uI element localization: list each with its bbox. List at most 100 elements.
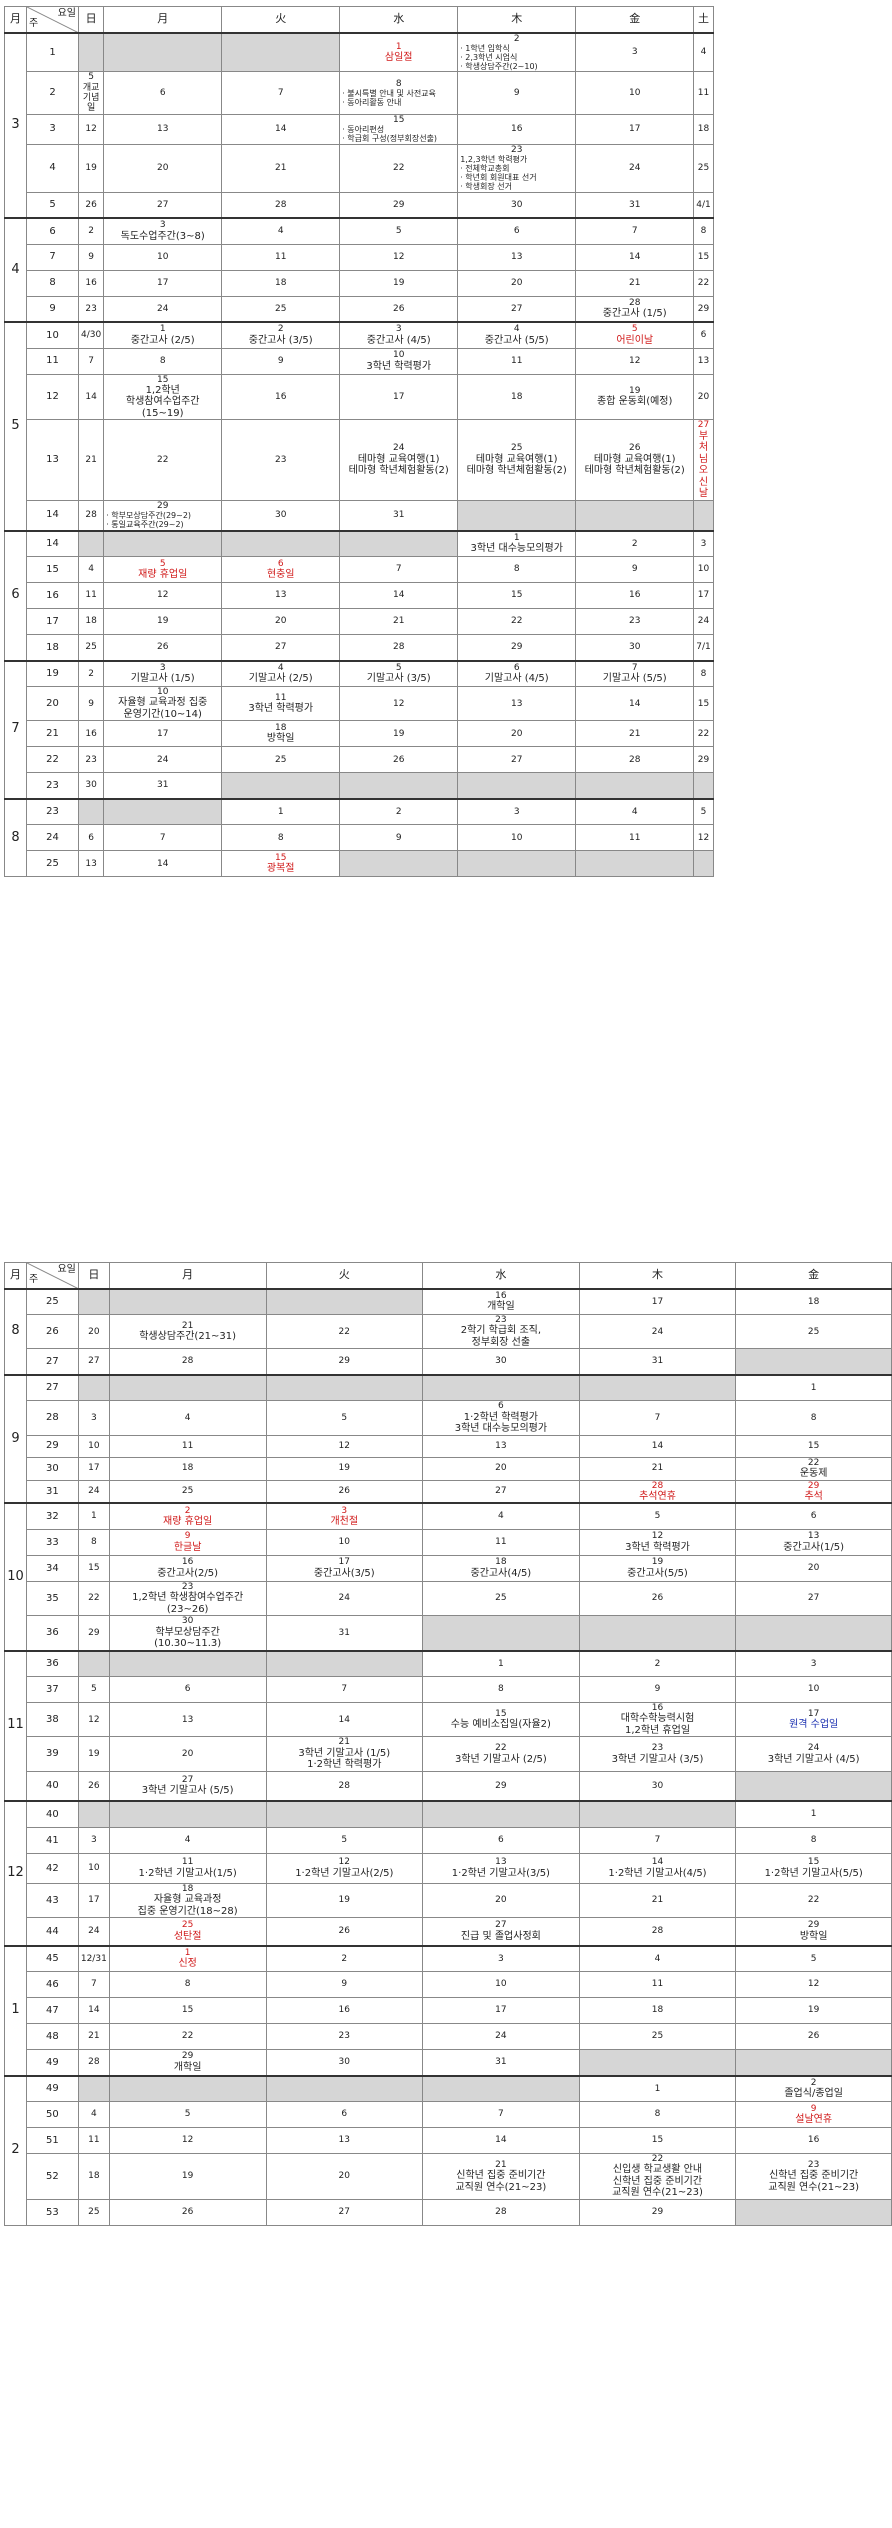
thu-day-cell: 17 bbox=[578, 1287, 737, 1315]
date-number: 27 bbox=[338, 2207, 350, 2218]
week-number: 1 bbox=[26, 31, 79, 73]
mon-day-cell: 24 bbox=[103, 746, 223, 774]
month-cell: 8 bbox=[4, 1287, 27, 1376]
week-number: 30 bbox=[25, 1456, 79, 1481]
event-text: 설날연휴 bbox=[795, 2114, 833, 2126]
sat-day-cell: 6 bbox=[693, 321, 714, 349]
date-number: 4 bbox=[631, 806, 638, 817]
thu-day-cell: 16 대학수학능력시험 1,2학년 휴업일 bbox=[578, 1702, 737, 1738]
thu-day-cell bbox=[578, 2049, 737, 2077]
date-number: 15 bbox=[495, 1708, 507, 1719]
week-number: 12 bbox=[26, 373, 79, 421]
week-number: 29 bbox=[25, 1434, 79, 1458]
event-text: 3학년 학력평가 bbox=[366, 360, 432, 372]
date-number: 29 bbox=[338, 1356, 350, 1367]
mon-day-cell: 6 bbox=[108, 1676, 267, 1704]
sat-day-cell: 3 bbox=[693, 529, 714, 557]
mon-day-cell: 22 bbox=[103, 419, 223, 501]
tue-day-cell: 7 bbox=[265, 1676, 424, 1704]
sat-day-cell: 22 bbox=[693, 269, 714, 297]
mon-day-cell: 31 bbox=[103, 772, 223, 800]
wed-day-cell: 7 bbox=[339, 556, 459, 583]
week-row: 42 10 11 1·2학년 기말고사(1/5) 12 1·2학년 기말고사(2/5) 13… bbox=[5, 1852, 892, 1884]
date-number: 27 bbox=[181, 1775, 194, 1786]
date-number: 12 bbox=[807, 1979, 820, 1990]
wed-day-cell: 29 bbox=[339, 191, 459, 219]
sat-day-cell: 10 bbox=[693, 556, 714, 583]
week-row: 46 7 8 9 10 11 12 bbox=[5, 1971, 892, 1999]
mon-day-cell: 17 bbox=[103, 269, 223, 297]
thu-day-cell: 4 bbox=[578, 1944, 737, 1973]
thu-day-cell: 18 bbox=[457, 373, 577, 421]
mon-day-cell: 13 bbox=[103, 113, 223, 145]
date-number: 4 bbox=[700, 47, 707, 58]
date-number: 7 bbox=[631, 662, 638, 673]
week-row: 20 9 10 자율형 교육과정 집중 운영기간(10~14) 11 3학년 학력평가 12… bbox=[5, 685, 714, 722]
thu-day-cell: 15 bbox=[578, 2127, 737, 2155]
thu-day-cell bbox=[457, 772, 577, 800]
thursday-header: 木 bbox=[578, 1262, 737, 1289]
week-weekday-header: 주 요일 bbox=[25, 1262, 79, 1289]
sunday-cell: 21 bbox=[77, 419, 105, 501]
fri-day-cell: 16 bbox=[575, 582, 695, 609]
date-number: 2 bbox=[395, 806, 402, 817]
week-number: 42 bbox=[25, 1852, 79, 1884]
mon-day-cell: 23 1,2학년 학생참여수업주간 (23~26) bbox=[108, 1580, 267, 1617]
sat-day-cell: 11 bbox=[693, 71, 714, 115]
wed-day-cell: 15 · 동아리편성 · 학급회 구성(정부회장선출) bbox=[339, 113, 459, 145]
date-number: 17 bbox=[807, 1708, 820, 1719]
date-number: 8 bbox=[513, 564, 520, 575]
date-number: 22 bbox=[495, 1743, 507, 1754]
date-number: 15 bbox=[697, 698, 710, 709]
tue-day-cell: 24 bbox=[265, 1580, 424, 1617]
wed-day-cell: 12 bbox=[339, 243, 459, 271]
wed-day-cell: 28 bbox=[339, 634, 459, 661]
event-text: 중간고사 (5/5) bbox=[484, 334, 549, 346]
date-number: 9 bbox=[184, 1531, 191, 1542]
date-number: 1 bbox=[810, 1809, 817, 1820]
wed-day-cell: 20 bbox=[422, 1456, 580, 1481]
event-text: 종합 운동회(예정) bbox=[597, 396, 673, 408]
thu-day-cell: 18 bbox=[578, 1997, 737, 2025]
date-number: 24 bbox=[338, 1593, 350, 1604]
date-number: 16 bbox=[510, 123, 523, 134]
date-number: 29 bbox=[651, 2207, 664, 2218]
date-number: 3 bbox=[631, 47, 638, 58]
mon-day-cell bbox=[103, 797, 223, 826]
week-row: 12 14 15 1,2학년 학생참여수업주간(15~19) 16 17 18 19 종합 운동… bbox=[5, 373, 714, 421]
date-number: 12 bbox=[392, 251, 405, 262]
date-number: 4 bbox=[184, 1835, 191, 1846]
date-number: 18 bbox=[807, 1296, 820, 1307]
sunday-cell: 22 bbox=[77, 1580, 110, 1617]
wed-day-cell: 5 bbox=[339, 217, 459, 245]
week-row: 33 8 9 한글날 10 11 12 3학년 학력평가 13 중간고사(1/5) bbox=[5, 1528, 892, 1556]
date-number: 9 bbox=[341, 1979, 348, 1990]
date-number: 8 bbox=[395, 78, 402, 89]
date-number: 3 bbox=[513, 806, 520, 817]
week-number: 21 bbox=[26, 720, 79, 748]
date-number: 10 bbox=[628, 87, 641, 98]
date-number: 30 bbox=[495, 1356, 507, 1367]
week-number: 14 bbox=[26, 499, 79, 532]
date-number: 14 bbox=[338, 1714, 350, 1725]
event-text: 신입생 학교생활 안내 신학년 집중 준비기간 교직원 연수(21~23) bbox=[612, 2164, 703, 2199]
event-text: · 불시특별 안내 및 사전교육 · 동아리활동 안내 bbox=[342, 89, 436, 108]
sunday-cell: 12 bbox=[77, 1702, 110, 1738]
wed-day-cell: 21 신학년 집중 준비기간 교직원 연수(21~23) bbox=[422, 2153, 580, 2200]
wed-day-cell: 6 1·2학년 학력평가 3학년 대수능모의평가 bbox=[422, 1400, 580, 1436]
event-text: 운동제 bbox=[799, 1468, 828, 1480]
fri-day-cell: 9 bbox=[575, 556, 695, 583]
date-number: 25 bbox=[510, 443, 523, 454]
date-number: 11 bbox=[495, 1537, 507, 1548]
week-number: 25 bbox=[25, 1287, 79, 1315]
week-row: 6 14 1 3학년 대수능모의평가 2 3 bbox=[4, 529, 714, 661]
thu-day-cell: 6 기말고사 (4/5) bbox=[457, 659, 577, 687]
week-row: 43 17 18 자율형 교육과정 집중 운영기간(18~28) 19 20 21 22 bbox=[5, 1882, 892, 1919]
sat-day-cell bbox=[693, 850, 714, 878]
week-number: 27 bbox=[25, 1348, 79, 1376]
tue-day-cell: 2 중간고사 (3/5) bbox=[221, 321, 341, 349]
friday-header: 金 bbox=[735, 1262, 892, 1289]
mon-day-cell: 26 bbox=[108, 2198, 267, 2226]
event-text: 기말고사 (2/5) bbox=[248, 673, 313, 685]
tue-day-cell: 19 bbox=[265, 1882, 424, 1919]
